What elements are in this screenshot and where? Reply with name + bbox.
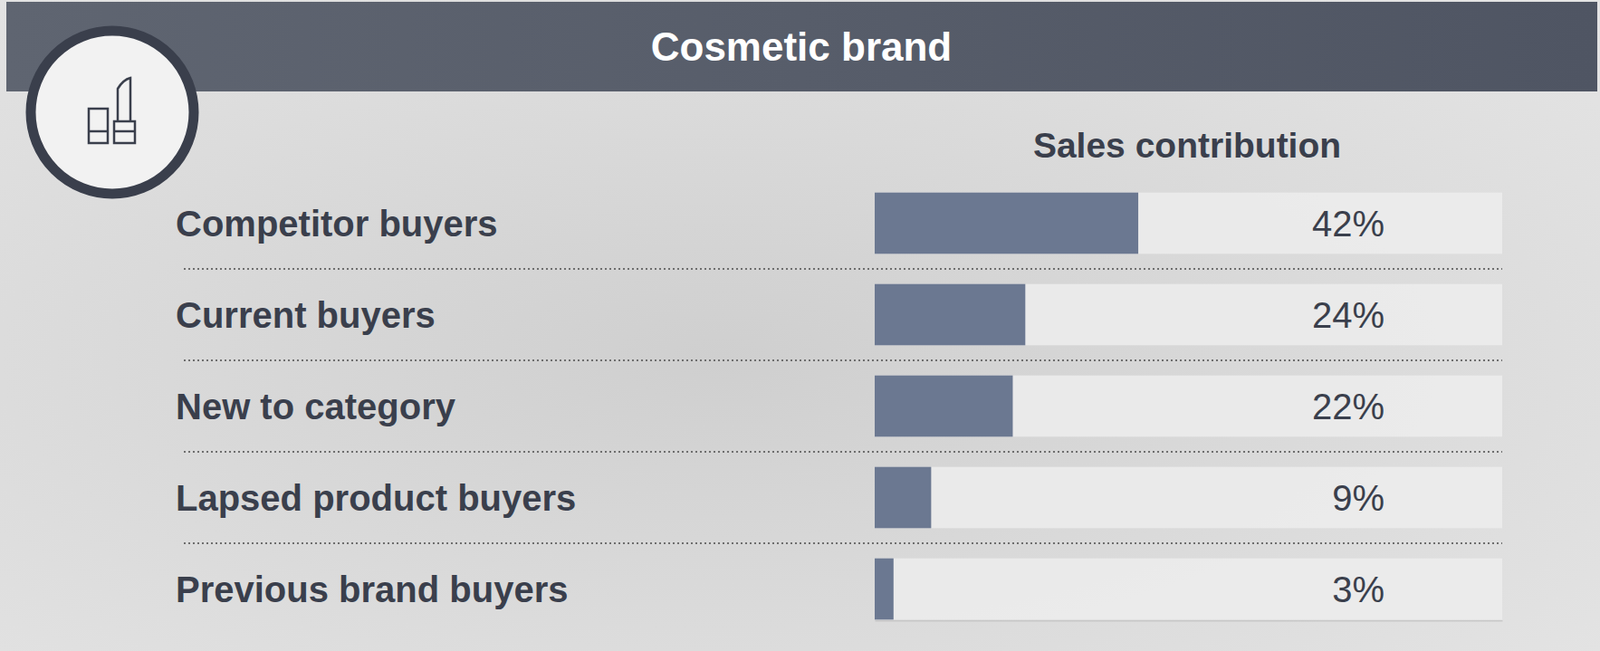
bar-track: [874, 192, 1503, 255]
category-label: Previous brand buyers: [175, 569, 568, 610]
category-labels: Competitor buyers Current buyers New to ca…: [175, 203, 576, 610]
icon: [30, 30, 194, 194]
background: [0, 0, 1600, 651]
icon-glyph: [88, 77, 135, 144]
data-label: 24%: [1312, 295, 1385, 336]
separator: [183, 450, 1503, 453]
bar-track: [874, 558, 1503, 621]
bar: [874, 558, 894, 621]
header-band: [6, 1, 1598, 92]
bar: [874, 284, 1026, 346]
chart-svg: Cosmetic brand Sales contribution Competit…: [0, 0, 1600, 651]
icon-lipstick-base: [114, 121, 135, 144]
subtitle: Sales contribution: [1033, 125, 1342, 165]
icon-compact: [88, 108, 108, 144]
chart-title: Cosmetic brand: [651, 24, 953, 69]
bar-track: [874, 375, 1503, 438]
category-label: Competitor buyers: [175, 203, 499, 244]
x-axis: [875, 620, 1504, 622]
data-label: 9%: [1331, 478, 1385, 518]
separator: [183, 542, 1503, 545]
tracks: [874, 192, 1503, 621]
bar-track: [874, 284, 1503, 346]
icon-line: [114, 130, 135, 134]
category-label: Lapsed product buyers: [175, 478, 576, 518]
data-labels: 42% 24% 22% 9% 3%: [1312, 203, 1385, 610]
bar: [874, 192, 1139, 255]
data-label: 3%: [1331, 569, 1385, 610]
icon-lipstick: [117, 77, 131, 122]
category-label: New to category: [175, 386, 457, 427]
bar: [874, 375, 1013, 438]
bars: [874, 192, 1139, 621]
separator: [183, 268, 1503, 270]
icon-circle: [30, 30, 194, 194]
axis-line: [875, 620, 1504, 622]
category-label: Current buyers: [175, 295, 436, 336]
bar: [874, 467, 931, 529]
data-label: 42%: [1312, 203, 1385, 244]
bar-track: [874, 467, 1503, 529]
separator: [183, 359, 1503, 362]
icon-line: [88, 130, 108, 134]
data-label: 22%: [1312, 386, 1385, 427]
